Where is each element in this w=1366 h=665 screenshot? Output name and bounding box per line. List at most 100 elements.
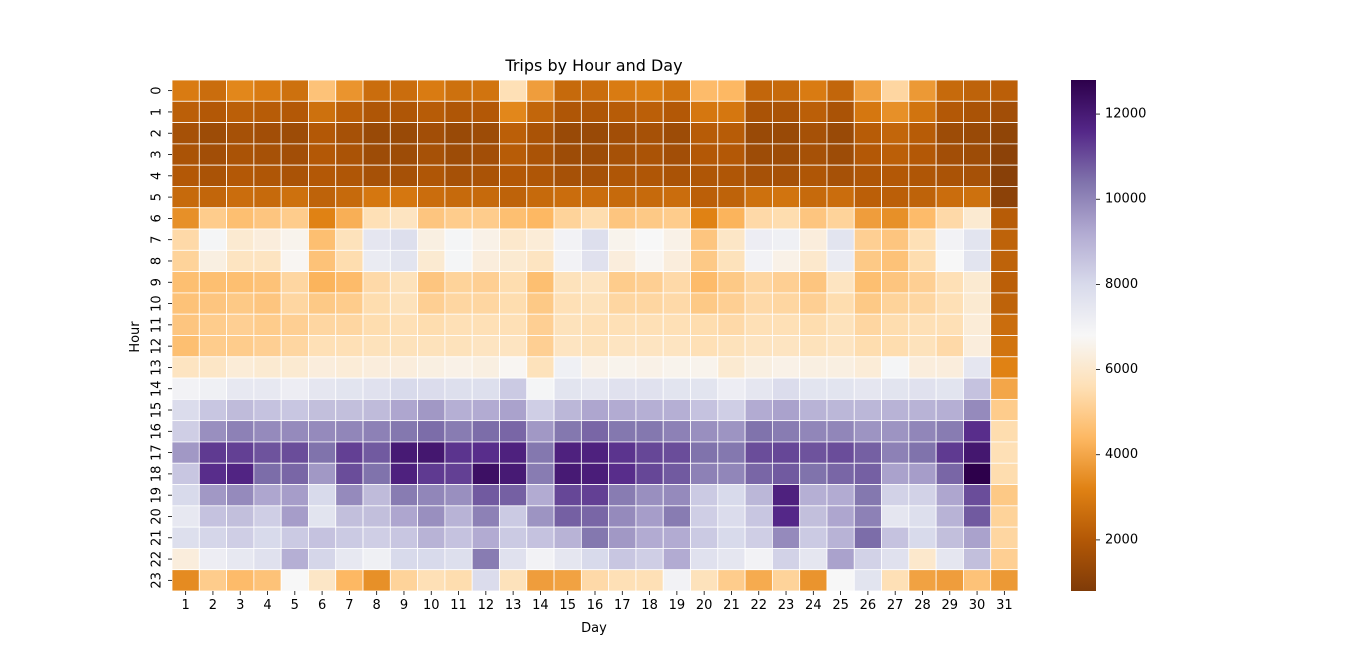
heatmap-cell	[771, 122, 801, 145]
heatmap-cell	[171, 420, 200, 443]
heatmap-cell	[308, 548, 337, 571]
colorbar-axis: 2000 4000 6000 8000 10000 12000	[1096, 107, 1146, 547]
heatmap-cell	[280, 228, 309, 251]
heatmap-cell	[826, 292, 855, 315]
heatmap-cell	[171, 335, 200, 358]
heatmap-cell	[471, 377, 500, 400]
heatmap-cell	[444, 335, 473, 358]
heatmap-cell	[608, 313, 637, 336]
heatmap-cell	[444, 228, 473, 251]
y-tick-label: 5	[150, 193, 165, 201]
heatmap-cell	[308, 186, 337, 209]
heatmap-cell	[280, 335, 309, 358]
heatmap-cell	[389, 271, 419, 294]
heatmap-cell	[389, 249, 419, 273]
y-tick-label: 22	[150, 551, 165, 568]
heatmap-cell	[526, 143, 555, 166]
heatmap-cell	[280, 143, 309, 166]
heatmap-cell	[881, 122, 910, 145]
heatmap-cell	[526, 356, 555, 379]
heatmap-cell	[635, 505, 664, 528]
heatmap-cell	[826, 100, 855, 123]
heatmap-cell	[335, 335, 364, 358]
heatmap-cell	[499, 356, 528, 379]
heatmap-cell	[335, 548, 364, 571]
heatmap-cell	[853, 292, 882, 315]
heatmap-cell	[444, 79, 473, 102]
heatmap-cell	[417, 164, 446, 187]
heatmap-cell	[226, 271, 255, 294]
heatmap-cell	[935, 79, 964, 102]
heatmap-cell	[881, 79, 910, 102]
heatmap-cell	[662, 79, 691, 102]
y-tick-label: 20	[150, 508, 165, 525]
heatmap-cell	[908, 143, 937, 166]
heatmap-cell	[226, 122, 255, 145]
heatmap-cell	[226, 526, 255, 549]
heatmap-cell	[935, 186, 964, 209]
heatmap-cell	[526, 462, 555, 485]
heatmap-cell	[853, 441, 882, 464]
heatmap-cell	[417, 122, 446, 145]
heatmap-cell	[908, 122, 937, 145]
heatmap-cell	[444, 569, 473, 592]
heatmap-cell	[226, 143, 255, 166]
heatmap-cell	[826, 122, 855, 145]
heatmap-cell	[935, 548, 964, 571]
heatmap-cell	[717, 271, 746, 294]
heatmap-cell	[335, 484, 364, 507]
heatmap-cell	[963, 420, 992, 443]
heatmap-cell	[717, 441, 746, 464]
heatmap-cell	[389, 164, 419, 187]
heatmap-cell	[635, 462, 664, 485]
heatmap-cell	[198, 420, 227, 443]
heatmap-cell	[226, 335, 255, 358]
heatmap-cell	[662, 441, 691, 464]
heatmap-cell	[881, 569, 910, 592]
heatmap-cell	[690, 79, 719, 102]
heatmap-cell	[717, 377, 746, 400]
heatmap-cell	[690, 398, 719, 422]
heatmap-cell	[253, 164, 282, 187]
heatmap-cell	[580, 100, 610, 123]
heatmap-cell	[935, 526, 964, 549]
heatmap-cell	[389, 207, 419, 230]
heatmap-cell	[580, 505, 610, 528]
heatmap-cell	[499, 398, 528, 422]
heatmap-cell	[826, 249, 855, 273]
heatmap-cell	[171, 143, 200, 166]
heatmap-cell	[826, 164, 855, 187]
heatmap-cell	[253, 441, 282, 464]
heatmap-cell	[553, 398, 582, 422]
heatmap-cell	[362, 164, 391, 187]
heatmap-cell	[580, 313, 610, 336]
heatmap-cell	[198, 335, 227, 358]
heatmap-cell	[499, 249, 528, 273]
heatmap-cell	[335, 164, 364, 187]
heatmap-cell	[171, 122, 200, 145]
heatmap-cell	[853, 420, 882, 443]
heatmap-cell	[963, 398, 992, 422]
heatmap-cell	[335, 143, 364, 166]
heatmap-cell	[608, 164, 637, 187]
heatmap-cell	[308, 313, 337, 336]
heatmap-cell	[471, 462, 500, 485]
heatmap-cell	[499, 484, 528, 507]
heatmap-cell	[935, 505, 964, 528]
heatmap-cell	[662, 398, 691, 422]
heatmap-cell	[662, 164, 691, 187]
heatmap-cell	[171, 356, 200, 379]
heatmap-cell	[635, 313, 664, 336]
heatmap-cell	[226, 377, 255, 400]
heatmap-cell	[553, 569, 582, 592]
heatmap-cell	[662, 292, 691, 315]
heatmap-cell	[335, 356, 364, 379]
heatmap-cell	[771, 356, 801, 379]
heatmap-cell	[771, 398, 801, 422]
heatmap-cell	[690, 548, 719, 571]
heatmap-cell	[744, 420, 773, 443]
heatmap-cell	[389, 398, 419, 422]
heatmap-cell	[171, 441, 200, 464]
x-tick-label: 29	[942, 598, 959, 613]
heatmap-cell	[580, 228, 610, 251]
